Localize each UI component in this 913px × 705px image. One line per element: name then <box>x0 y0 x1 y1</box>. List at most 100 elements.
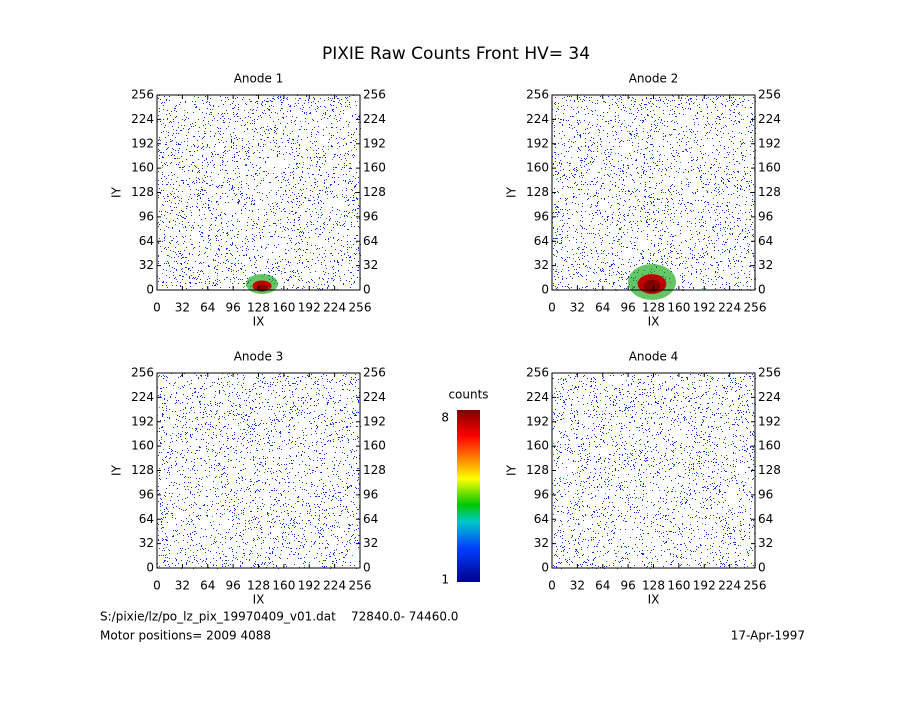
y2-tick-label: 192 <box>363 414 386 428</box>
y2-tick-label: 192 <box>758 414 781 428</box>
y-tick-label: 128 <box>526 185 549 199</box>
count-texture <box>157 373 361 569</box>
y2-tick-label: 32 <box>758 258 773 272</box>
y-tick-label: 64 <box>534 234 549 248</box>
y2-tick-label: 256 <box>363 88 386 102</box>
y2-tick-label: 160 <box>758 161 781 175</box>
x-tick-label: 0 <box>548 579 556 593</box>
y2-tick-label: 0 <box>363 283 371 297</box>
y-tick-label: 160 <box>526 439 549 453</box>
x-tick-label: 32 <box>570 301 585 315</box>
y2-tick-label: 224 <box>363 112 386 126</box>
count-texture <box>552 373 753 569</box>
y-tick-label: 224 <box>526 112 549 126</box>
y-tick-label: 64 <box>139 512 154 526</box>
colorbar-title: counts <box>448 388 488 402</box>
y-tick-label: 0 <box>146 561 154 575</box>
x-tick-label: 256 <box>349 301 372 315</box>
y2-tick-label: 192 <box>363 136 386 150</box>
y-tick-label: 224 <box>131 390 154 404</box>
y2-tick-label: 128 <box>758 185 781 199</box>
x-tick-label: 192 <box>298 579 321 593</box>
y-tick-label: 128 <box>131 185 154 199</box>
main-title: PIXIE Raw Counts Front HV= 34 <box>322 44 590 64</box>
footer-file: S:/pixie/lz/po_lz_pix_19970409_v01.dat 7… <box>100 610 458 624</box>
x-axis-label: IX <box>648 593 660 607</box>
y2-tick-label: 96 <box>758 487 773 501</box>
count-texture <box>157 373 359 568</box>
count-texture <box>157 95 361 290</box>
y-tick-label: 32 <box>534 536 549 550</box>
x-tick-label: 32 <box>175 301 190 315</box>
y-axis-label: IY <box>110 186 124 198</box>
y-tick-label: 0 <box>541 561 549 575</box>
x-tick-label: 0 <box>153 579 161 593</box>
y-tick-label: 192 <box>526 136 549 150</box>
y-tick-label: 64 <box>139 234 154 248</box>
y-tick-label: 32 <box>139 536 154 550</box>
x-tick-label: 0 <box>548 301 556 315</box>
x-tick-label: 256 <box>349 579 372 593</box>
panel-title: Anode 1 <box>234 72 284 86</box>
y-tick-label: 256 <box>526 88 549 102</box>
y-tick-label: 224 <box>131 112 154 126</box>
y-tick-label: 64 <box>534 512 549 526</box>
x-tick-label: 160 <box>272 301 295 315</box>
x-tick-label: 224 <box>718 301 741 315</box>
x-tick-label: 64 <box>200 579 215 593</box>
y-axis-label: IY <box>505 186 519 198</box>
y-tick-label: 192 <box>131 414 154 428</box>
x-tick-label: 64 <box>200 301 215 315</box>
x-tick-label: 0 <box>153 301 161 315</box>
x-tick-label: 96 <box>620 579 635 593</box>
y-tick-label: 192 <box>526 414 549 428</box>
plot-frame <box>156 94 361 291</box>
y2-tick-label: 96 <box>758 209 773 223</box>
x-tick-label: 64 <box>595 301 610 315</box>
y-tick-label: 96 <box>139 487 154 501</box>
y2-tick-label: 160 <box>758 439 781 453</box>
plot-frame <box>551 94 756 291</box>
count-texture <box>552 373 756 569</box>
y2-tick-label: 192 <box>758 136 781 150</box>
y2-tick-label: 128 <box>758 463 781 477</box>
x-tick-label: 192 <box>693 301 716 315</box>
y-tick-label: 32 <box>534 258 549 272</box>
y2-tick-label: 96 <box>363 209 378 223</box>
y-tick-label: 160 <box>131 161 154 175</box>
y2-tick-label: 256 <box>363 366 386 380</box>
x-tick-label: 128 <box>247 301 270 315</box>
y-tick-label: 192 <box>131 136 154 150</box>
panel-title: Anode 2 <box>629 72 679 86</box>
colorbar <box>457 410 480 582</box>
y2-tick-label: 64 <box>363 512 378 526</box>
x-tick-label: 256 <box>744 579 767 593</box>
y2-tick-label: 128 <box>363 185 386 199</box>
y-tick-label: 224 <box>526 390 549 404</box>
y2-tick-label: 160 <box>363 161 386 175</box>
colorbar-tick-label: 1 <box>441 573 449 587</box>
count-texture <box>552 95 756 291</box>
x-tick-label: 224 <box>323 579 346 593</box>
x-tick-label: 160 <box>272 579 295 593</box>
y2-tick-label: 128 <box>363 463 386 477</box>
y-tick-label: 96 <box>534 487 549 501</box>
y-tick-label: 96 <box>534 209 549 223</box>
y-tick-label: 160 <box>131 439 154 453</box>
y-tick-label: 0 <box>146 283 154 297</box>
y2-tick-label: 0 <box>758 561 766 575</box>
x-axis-label: IX <box>253 315 265 329</box>
y-axis-label: IY <box>505 464 519 476</box>
x-tick-label: 32 <box>570 579 585 593</box>
x-axis-label: IX <box>253 593 265 607</box>
footer-motor: Motor positions= 2009 4088 <box>100 629 271 643</box>
x-tick-label: 224 <box>323 301 346 315</box>
y2-tick-label: 160 <box>363 439 386 453</box>
y2-tick-label: 64 <box>758 512 773 526</box>
y2-tick-label: 32 <box>758 536 773 550</box>
y2-tick-label: 0 <box>758 283 766 297</box>
x-tick-label: 128 <box>642 579 665 593</box>
x-tick-label: 96 <box>620 301 635 315</box>
x-tick-label: 160 <box>667 301 690 315</box>
